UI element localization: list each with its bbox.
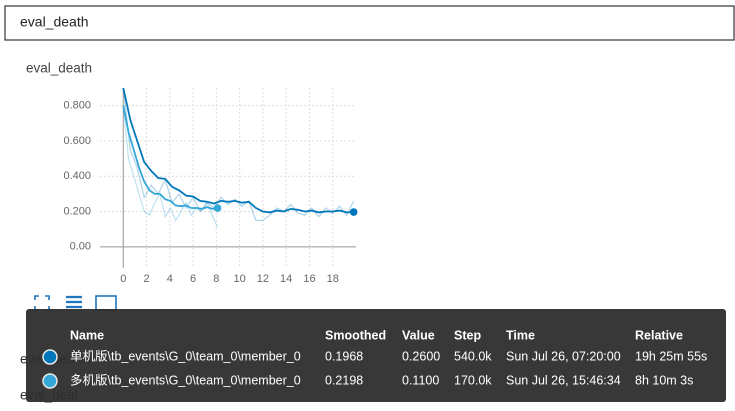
- point-marker: [213, 204, 222, 212]
- smoothed-line: [122, 105, 218, 210]
- point-marker: [349, 208, 358, 216]
- tooltip-cell: 540.0k: [454, 349, 492, 363]
- card-title: eval_death: [26, 61, 92, 76]
- raw-line: [122, 105, 219, 228]
- tooltip-header: Step: [454, 328, 481, 342]
- plot: 0.00 0.200 0.400 0.600 0.800 0 2 4 6 8 10 12 14 16 18: [63, 88, 358, 285]
- x-tick-label: 10: [234, 273, 246, 285]
- search-box[interactable]: [4, 5, 735, 41]
- tooltip-header: Smoothed: [325, 328, 386, 342]
- x-tick-label: 14: [280, 273, 292, 285]
- series-swatch: [42, 373, 58, 389]
- x-tick-label: 0: [120, 273, 126, 285]
- tooltip-header: Value: [402, 328, 435, 342]
- search-query[interactable]: eval_death: [20, 14, 89, 30]
- x-tick-label: 6: [190, 273, 196, 285]
- tooltip-bg: [26, 309, 726, 402]
- tooltip-cell: 0.1100: [402, 373, 439, 387]
- x-tick-label: 8: [213, 273, 219, 285]
- y-tick-label: 0.200: [63, 205, 91, 217]
- x-tick-label: 2: [143, 273, 149, 285]
- fit-domain-icon[interactable]: [95, 295, 117, 311]
- tooltip: Name Smoothed Value Step Time Relative 单机版\tb_…: [26, 309, 726, 402]
- y-tick-label: 0.00: [70, 241, 91, 253]
- tooltip-cell: 0.2198: [325, 373, 363, 387]
- chart-tools: [34, 295, 117, 311]
- tooltip-cell: 19h 25m 55s: [635, 349, 707, 363]
- x-tick-label: 18: [327, 273, 339, 285]
- tooltip-cell: 8h 10m 3s: [635, 373, 693, 387]
- series-swatch: [42, 349, 58, 365]
- y-tick-label: 0.800: [63, 100, 91, 112]
- smoothed-line: [122, 88, 354, 214]
- y-tick-label: 0.600: [63, 135, 91, 147]
- tooltip-cell: 170.0k: [454, 373, 492, 387]
- tooltip-cell: Sun Jul 26, 15:46:34: [506, 373, 621, 387]
- log-scale-icon[interactable]: [66, 295, 82, 309]
- series-layer: [122, 88, 355, 228]
- tooltip-cell: Sun Jul 26, 07:20:00: [506, 349, 621, 363]
- tooltip-header: Relative: [635, 328, 683, 342]
- tooltip-cell: 0.1968: [325, 349, 363, 363]
- tooltip-header: Name: [70, 328, 104, 342]
- tooltip-cell: 0.2600: [402, 349, 440, 363]
- x-tick-label: 16: [303, 273, 315, 285]
- y-tick-label: 0.400: [63, 170, 91, 182]
- raw-line: [122, 88, 355, 222]
- x-tick-label: 4: [167, 273, 173, 285]
- tooltip-name: 多机版\tb_events\G_0\team_0\member_0: [70, 373, 301, 387]
- fullscreen-icon[interactable]: [34, 295, 50, 311]
- tooltip-header: Time: [506, 328, 535, 342]
- x-tick-label: 12: [257, 273, 269, 285]
- tooltip-name: 单机版\tb_events\G_0\team_0\member_0: [70, 349, 301, 363]
